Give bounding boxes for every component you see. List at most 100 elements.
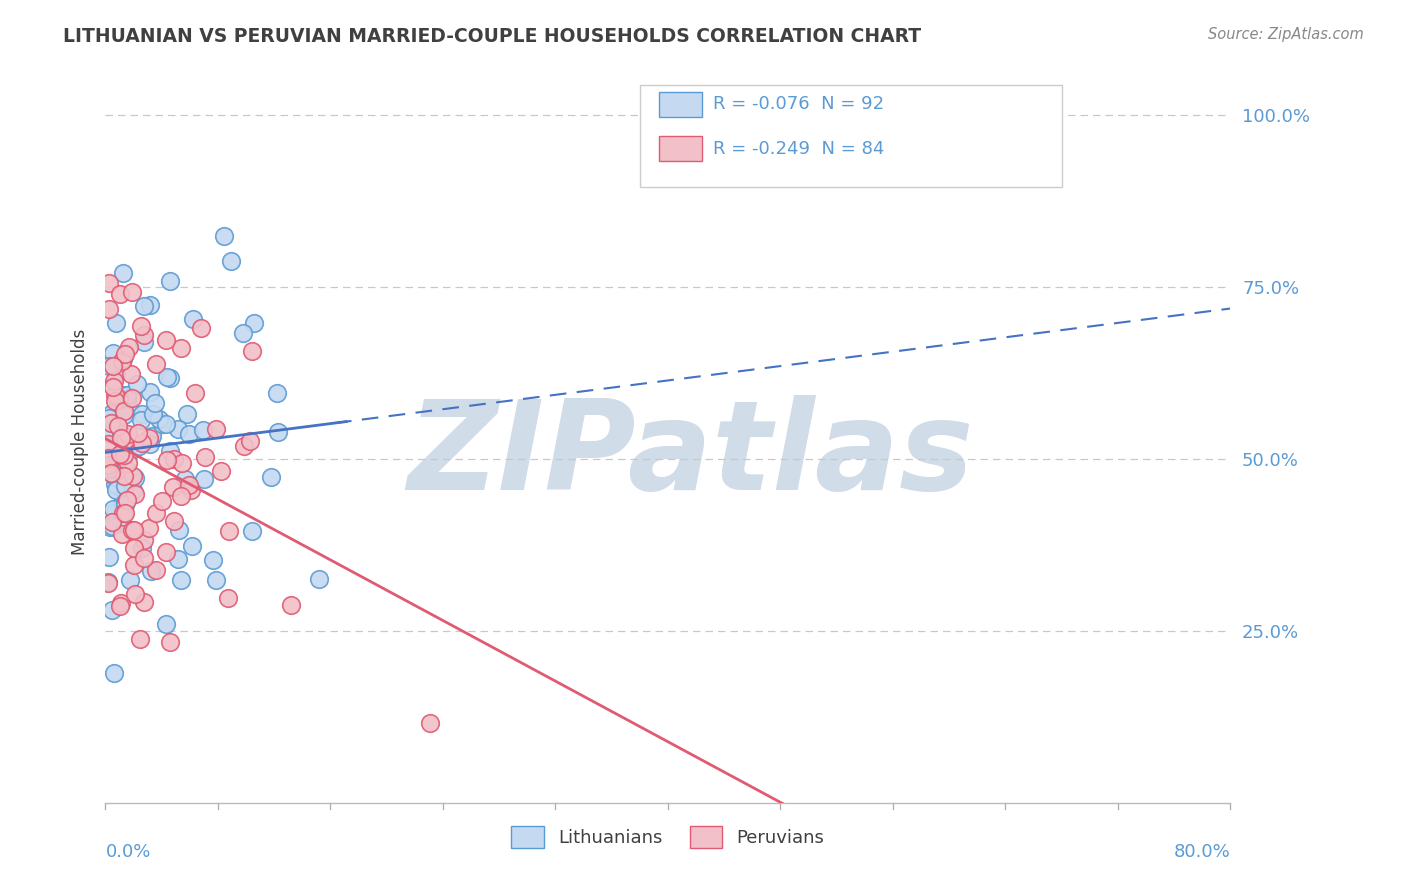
Point [193, 423, 215, 437]
Point [104, 366, 127, 380]
Point [111, 388, 134, 402]
Point [120, 367, 142, 381]
Point [115, 492, 138, 507]
Point [104, 470, 127, 484]
Point [97, 450, 120, 465]
Point [260, 470, 283, 484]
Point [121, 523, 143, 537]
Point [124, 470, 146, 484]
Point [212, 228, 235, 243]
Point [108, 599, 131, 614]
Point [122, 541, 145, 555]
Point [121, 391, 143, 405]
Point [156, 370, 179, 384]
Point [118, 340, 141, 354]
Point [101, 380, 124, 394]
Point [110, 427, 132, 442]
Point [132, 299, 155, 313]
Point [97, 436, 120, 450]
Point [117, 402, 139, 417]
Point [163, 452, 186, 467]
Text: Source: ZipAtlas.com: Source: ZipAtlas.com [1208, 27, 1364, 42]
Point [232, 326, 254, 341]
Point [209, 464, 232, 478]
Text: R = -0.076  N = 92: R = -0.076 N = 92 [713, 95, 884, 113]
Point [112, 404, 135, 418]
Point [129, 319, 152, 334]
Point [125, 377, 148, 392]
Point [155, 417, 177, 431]
Point [103, 666, 125, 681]
Point [97, 411, 120, 425]
Point [103, 393, 125, 408]
Point [159, 634, 181, 648]
Point [124, 523, 146, 537]
Point [122, 442, 145, 456]
Point [174, 472, 197, 486]
Point [240, 524, 263, 539]
Point [267, 425, 290, 439]
Point [97, 452, 120, 467]
Point [112, 266, 135, 280]
Point [98, 520, 121, 534]
Point [104, 505, 127, 519]
Point [155, 617, 177, 632]
Point [101, 603, 124, 617]
Point [239, 434, 262, 448]
Point [114, 498, 136, 512]
Point [114, 507, 136, 521]
Point [111, 526, 134, 541]
Point [114, 495, 136, 509]
Point [112, 469, 135, 483]
Point [139, 298, 162, 312]
Point [141, 429, 163, 443]
Point [108, 392, 131, 406]
Point [114, 346, 136, 360]
Point [142, 408, 165, 422]
Point [266, 386, 288, 401]
Point [105, 316, 128, 330]
Point [122, 469, 145, 483]
Point [98, 452, 121, 467]
Point [190, 321, 212, 335]
Point [170, 573, 193, 587]
Point [155, 334, 177, 348]
Point [148, 412, 170, 426]
Point [122, 483, 145, 497]
Y-axis label: Married-couple Households: Married-couple Households [70, 328, 89, 555]
Point [156, 452, 179, 467]
Point [103, 374, 125, 388]
Point [139, 430, 162, 444]
Point [124, 587, 146, 601]
Point [97, 423, 120, 437]
Point [100, 417, 122, 431]
Point [170, 457, 193, 471]
Point [104, 388, 127, 402]
Point [98, 549, 121, 564]
Point [97, 458, 120, 472]
Point [112, 408, 135, 422]
Point [117, 427, 139, 442]
Point [177, 427, 200, 442]
Point [159, 371, 181, 385]
Point [201, 553, 224, 567]
Point [150, 494, 173, 508]
Text: 0.0%: 0.0% [105, 843, 150, 861]
Point [145, 506, 167, 520]
Point [117, 464, 139, 478]
Point [141, 564, 163, 578]
Point [104, 477, 127, 491]
Point [193, 473, 215, 487]
Text: ZIPatlas: ZIPatlas [408, 395, 973, 516]
Text: LITHUANIAN VS PERUVIAN MARRIED-COUPLE HOUSEHOLDS CORRELATION CHART: LITHUANIAN VS PERUVIAN MARRIED-COUPLE HO… [63, 27, 921, 45]
Point [112, 437, 135, 451]
Point [167, 552, 190, 566]
Point [150, 417, 173, 431]
Point [111, 506, 134, 520]
Point [97, 575, 120, 590]
Point [180, 483, 202, 498]
Point [419, 716, 441, 731]
Point [100, 406, 122, 420]
Point [112, 352, 135, 367]
Point [181, 539, 204, 553]
